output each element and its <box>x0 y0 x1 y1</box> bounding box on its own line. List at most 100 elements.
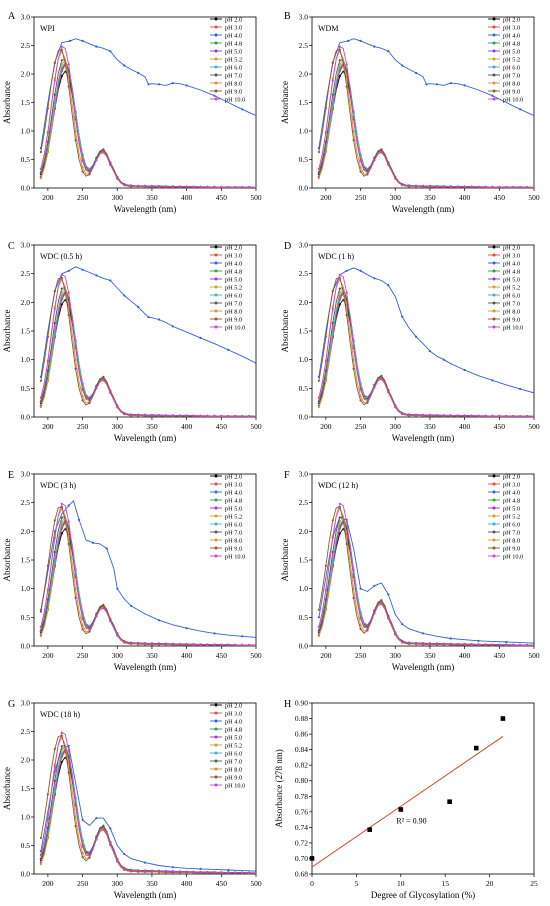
data-point <box>81 818 84 822</box>
data-point <box>46 598 50 601</box>
data-point <box>359 395 362 398</box>
y-axis-label: Absorbance (278 nm) <box>274 749 284 827</box>
data-point <box>60 287 63 290</box>
chart-panel-a: A 200 250 300 350 400 450 500 0.0 0.5 1.0 1.5 2.0 2.5… <box>2 11 262 214</box>
data-point <box>491 186 494 188</box>
legend-marker <box>214 41 218 45</box>
data-point <box>234 415 237 417</box>
data-point <box>248 186 251 188</box>
data-point <box>401 623 404 626</box>
panel-label: D <box>284 241 291 252</box>
data-point <box>137 184 140 188</box>
data-point <box>157 619 160 622</box>
data-point <box>137 869 140 872</box>
legend-marker <box>214 767 218 771</box>
data-point <box>519 108 522 111</box>
data-point <box>53 765 56 768</box>
x-tick-label: 25 <box>530 879 538 888</box>
legend-label: pH 2.0 <box>225 245 242 252</box>
data-point <box>171 82 174 85</box>
data-point <box>401 64 404 67</box>
data-point <box>60 502 63 505</box>
y-tick-label: 0.74 <box>295 823 308 832</box>
data-point <box>157 870 160 873</box>
data-point <box>220 415 223 417</box>
legend-label: pH 3.0 <box>225 25 242 32</box>
data-point <box>53 787 56 791</box>
x-axis-label: Wavelength (nm) <box>114 662 177 672</box>
legend-marker <box>492 309 496 313</box>
data-point <box>88 856 91 859</box>
chart-title: WDM <box>318 24 338 33</box>
data-point <box>331 519 334 522</box>
x-tick-label: 10 <box>397 879 405 888</box>
y-tick-label: 1.0 <box>299 584 309 593</box>
data-point <box>46 369 50 372</box>
data-point <box>428 414 431 417</box>
data-point <box>199 185 202 188</box>
y-tick-label: 0.0 <box>21 642 31 651</box>
data-point <box>380 375 383 378</box>
series-line-pH-9-0 <box>40 506 256 646</box>
data-point <box>67 520 70 523</box>
data-point <box>519 643 522 646</box>
data-point <box>505 643 508 646</box>
data-point <box>317 400 320 403</box>
series-line-pH-10-0 <box>318 274 534 417</box>
legend-label: pH 4.8 <box>503 41 520 48</box>
chart-panel-d: D 200 250 300 350 400 450 500 0.0 0.5 1.0 1.5 2.0 2.5… <box>280 241 540 444</box>
data-point <box>366 171 369 174</box>
y-tick-label: 0.0 <box>21 413 31 422</box>
x-tick-label: 300 <box>390 422 402 431</box>
series-line-pH-5-0 <box>40 291 256 417</box>
y-tick-label: 0.86 <box>295 730 308 739</box>
data-point <box>309 856 315 861</box>
plot-frame <box>33 244 257 418</box>
legend-marker <box>492 506 496 510</box>
chart-title: WDC (1 h) <box>318 252 354 261</box>
y-axis-label: Absorbance <box>2 767 12 810</box>
data-point <box>456 185 459 188</box>
legend: pH 2.0pH 3.0pH 4.0pH 4.8pH 5.0pH 5.2pH 6… <box>488 245 523 332</box>
data-point <box>442 642 445 646</box>
data-point <box>352 596 355 600</box>
legend-label: pH 9.0 <box>225 89 242 96</box>
y-tick-label: 2.5 <box>21 41 31 50</box>
legend-label: pH 4.8 <box>225 727 242 734</box>
data-point <box>387 617 390 620</box>
legend-marker <box>492 482 496 486</box>
data-point <box>88 173 91 176</box>
data-point <box>109 50 112 53</box>
series-line-pH-9-0 <box>318 49 534 188</box>
x-tick-label: 400 <box>181 193 193 202</box>
data-point <box>317 171 320 174</box>
data-point <box>408 642 411 645</box>
data-point <box>324 589 327 592</box>
series-line-pH-5-0 <box>40 62 256 188</box>
legend-label: pH 5.0 <box>503 506 520 513</box>
chart-panel-c: C 200 250 300 350 400 450 500 0.0 0.5 1.0 1.5 2.0 2.5… <box>2 241 262 444</box>
series-line-pH-10-0 <box>318 45 534 188</box>
data-point <box>317 406 320 409</box>
data-point <box>81 160 84 163</box>
data-point <box>74 803 77 806</box>
data-point <box>491 415 494 417</box>
data-point <box>359 628 362 631</box>
legend-marker <box>214 554 218 558</box>
data-point <box>477 414 480 417</box>
data-point <box>227 868 230 872</box>
data-point <box>143 414 147 417</box>
data-point <box>463 643 466 646</box>
data-point <box>213 94 216 97</box>
data-point <box>143 869 147 873</box>
y-axis-label: Absorbance <box>280 539 290 582</box>
data-point <box>171 866 174 869</box>
data-point <box>39 608 43 611</box>
y-tick-label: 0.80 <box>295 776 308 785</box>
data-point <box>324 131 327 134</box>
legend-marker <box>214 783 218 787</box>
x-tick-label: 500 <box>528 422 540 431</box>
data-point <box>74 596 77 600</box>
legend: pH 2.0pH 3.0pH 4.0pH 4.8pH 5.0pH 5.2pH 6… <box>210 17 245 104</box>
data-point <box>46 609 50 612</box>
